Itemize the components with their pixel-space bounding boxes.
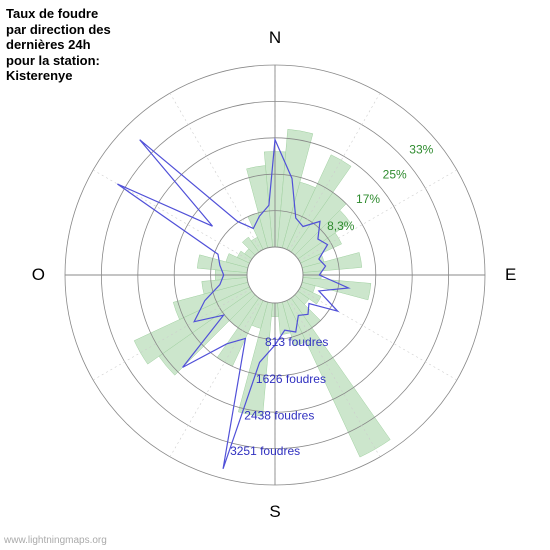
green-ring-label: 33% — [409, 143, 433, 157]
blue-ring-label: 3251 foudres — [230, 444, 300, 458]
cardinal-label: S — [269, 502, 280, 521]
cardinal-label: E — [505, 265, 516, 284]
credit-text: www.lightningmaps.org — [4, 535, 107, 546]
green-ring-label: 8,3% — [327, 219, 355, 233]
chart-title: Taux de foudre par direction des dernièr… — [6, 6, 116, 84]
cardinal-label: O — [32, 265, 45, 284]
green-ring-label: 25% — [383, 167, 407, 181]
hub — [247, 247, 303, 303]
blue-ring-label: 2438 foudres — [244, 409, 314, 423]
green-ring-label: 17% — [356, 192, 380, 206]
blue-ring-label: 813 foudres — [265, 335, 328, 349]
cardinal-label: N — [269, 28, 281, 47]
blue-ring-label: 1626 foudres — [256, 372, 326, 386]
